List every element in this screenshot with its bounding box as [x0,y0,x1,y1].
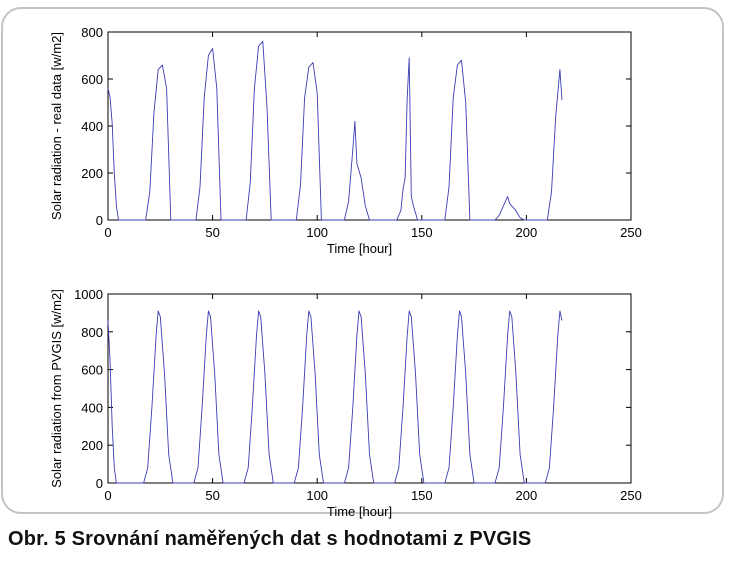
x-tick-label: 250 [620,488,642,503]
figure-caption: Obr. 5 Srovnání naměřených dat s hodnota… [8,528,532,550]
x-tick-label: 150 [411,488,433,503]
plot-area [107,31,632,221]
x-tick-label: 200 [516,488,538,503]
x-tick-label: 100 [306,488,328,503]
y-tick-label: 0 [96,476,103,491]
x-tick-label: 50 [205,488,219,503]
series-line-PVGIS [107,310,563,484]
y-tick-label: 800 [81,325,103,340]
x-tick-label: 150 [411,225,433,240]
y-tick-label: 600 [81,72,103,87]
figure-frame [1,7,724,514]
y-tick-label: 0 [96,213,103,228]
series-line-real-data [107,40,563,221]
y-tick-label: 200 [81,438,103,453]
x-axis-label: Time [hour] [327,241,392,256]
x-tick-label: 50 [205,225,219,240]
x-tick-label: 250 [620,225,642,240]
x-tick-label: 0 [104,488,111,503]
x-tick-label: 100 [306,225,328,240]
y-tick-label: 400 [81,119,103,134]
y-tick-label: 800 [81,25,103,40]
x-tick-label: 0 [104,225,111,240]
y-tick-label: 1000 [74,287,103,302]
y-tick-label: 600 [81,363,103,378]
y-axis-label: Solar radiation from PVGIS [w/m2] [49,289,64,488]
y-axis-label: Solar radiation - real data [w/m2] [49,32,64,220]
chart-real-data: 0 50 100 150 200 250 0 200 400 600 800 Time [hour] S… [49,25,642,256]
y-tick-label: 400 [81,400,103,415]
plot-area [107,293,632,484]
x-tick-label: 200 [516,225,538,240]
x-axis-label: Time [hour] [327,504,392,519]
chart-pvgis: 0 50 100 150 200 250 0 200 400 600 800 1000 Time [ho… [49,287,642,519]
y-tick-label: 200 [81,166,103,181]
